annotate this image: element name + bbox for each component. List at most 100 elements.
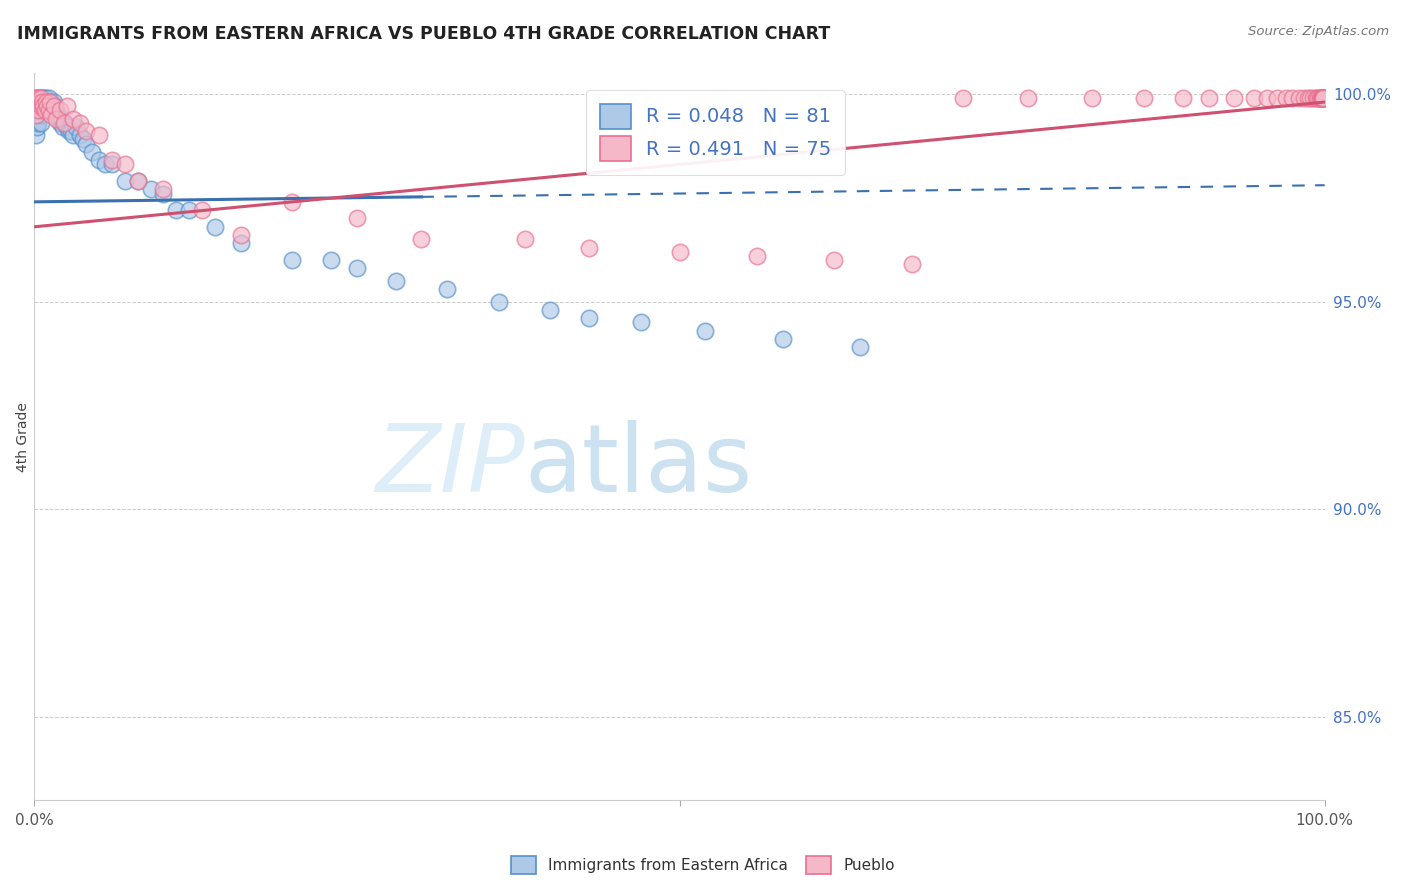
Point — [1281, 91, 1303, 105]
Point — [578, 241, 600, 255]
Point — [165, 203, 187, 218]
Point — [55, 120, 77, 134]
Point — [1081, 91, 1104, 105]
Point — [1299, 91, 1322, 105]
Point — [1309, 91, 1331, 105]
Point — [25, 107, 48, 121]
Point — [24, 116, 46, 130]
Point — [34, 91, 56, 105]
Point — [1312, 91, 1334, 105]
Point — [229, 228, 252, 243]
Point — [1017, 91, 1039, 105]
Point — [1308, 91, 1330, 105]
Point — [41, 103, 63, 118]
Y-axis label: 4th Grade: 4th Grade — [17, 401, 31, 472]
Point — [53, 116, 76, 130]
Point — [35, 95, 58, 109]
Point — [114, 157, 136, 171]
Text: IMMIGRANTS FROM EASTERN AFRICA VS PUEBLO 4TH GRADE CORRELATION CHART: IMMIGRANTS FROM EASTERN AFRICA VS PUEBLO… — [17, 25, 830, 43]
Point — [204, 219, 226, 234]
Point — [25, 99, 48, 113]
Point — [37, 103, 59, 118]
Point — [24, 103, 46, 118]
Point — [127, 174, 149, 188]
Point — [540, 302, 562, 317]
Point — [35, 99, 58, 113]
Point — [38, 95, 60, 109]
Point — [1308, 91, 1330, 105]
Point — [62, 128, 84, 143]
Point — [42, 99, 65, 113]
Point — [24, 99, 46, 113]
Point — [31, 103, 53, 118]
Point — [191, 203, 214, 218]
Point — [27, 91, 49, 105]
Text: ZIP: ZIP — [375, 420, 524, 511]
Point — [1243, 91, 1265, 105]
Legend: Immigrants from Eastern Africa, Pueblo: Immigrants from Eastern Africa, Pueblo — [505, 850, 901, 880]
Point — [28, 107, 51, 121]
Point — [37, 95, 59, 109]
Point — [1312, 91, 1334, 105]
Point — [75, 136, 97, 151]
Point — [668, 244, 690, 259]
Point — [24, 95, 46, 109]
Point — [25, 99, 48, 113]
Point — [1306, 91, 1329, 105]
Point — [30, 91, 52, 105]
Point — [27, 103, 49, 118]
Point — [48, 112, 70, 126]
Point — [34, 99, 56, 113]
Point — [34, 103, 56, 118]
Point — [1312, 91, 1334, 105]
Point — [44, 99, 66, 113]
Point — [27, 103, 49, 118]
Point — [630, 315, 652, 329]
Point — [24, 128, 46, 143]
Point — [37, 99, 59, 113]
Point — [1312, 91, 1334, 105]
Point — [1312, 91, 1334, 105]
Point — [152, 186, 174, 201]
Point — [31, 95, 53, 109]
Point — [39, 107, 62, 121]
Point — [772, 332, 794, 346]
Point — [24, 91, 46, 105]
Point — [87, 153, 110, 168]
Point — [1309, 91, 1331, 105]
Point — [72, 132, 94, 146]
Point — [82, 145, 104, 159]
Point — [101, 157, 124, 171]
Point — [1171, 91, 1194, 105]
Point — [436, 282, 458, 296]
Point — [53, 116, 76, 130]
Point — [51, 112, 73, 126]
Point — [38, 91, 60, 105]
Point — [49, 103, 72, 118]
Point — [45, 112, 67, 126]
Point — [30, 91, 52, 105]
Point — [346, 261, 368, 276]
Point — [384, 274, 406, 288]
Point — [1265, 91, 1288, 105]
Point — [1288, 91, 1310, 105]
Point — [152, 182, 174, 196]
Text: atlas: atlas — [524, 420, 754, 512]
Point — [94, 157, 117, 171]
Point — [75, 124, 97, 138]
Point — [1305, 91, 1327, 105]
Point — [31, 95, 53, 109]
Point — [346, 211, 368, 226]
Point — [127, 174, 149, 188]
Point — [69, 128, 91, 143]
Point — [281, 194, 304, 209]
Point — [1302, 91, 1324, 105]
Legend: R = 0.048   N = 81, R = 0.491   N = 75: R = 0.048 N = 81, R = 0.491 N = 75 — [586, 90, 845, 175]
Point — [1198, 91, 1220, 105]
Point — [179, 203, 201, 218]
Point — [59, 124, 82, 138]
Point — [27, 95, 49, 109]
Point — [39, 99, 62, 113]
Point — [46, 107, 69, 121]
Point — [1223, 91, 1246, 105]
